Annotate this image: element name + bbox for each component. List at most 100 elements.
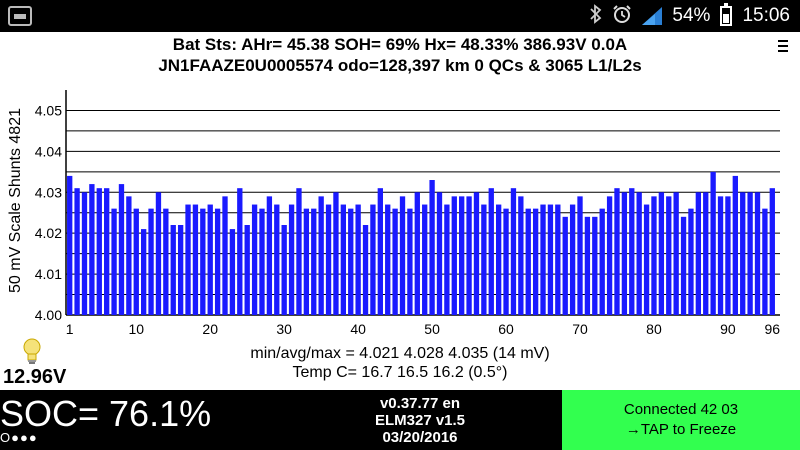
cell-bar xyxy=(325,204,332,315)
cell-bar xyxy=(555,204,561,315)
battery-percent: 54% xyxy=(672,5,711,26)
bottom-bar: SOC= 76.1% O●●● v0.37.77 en ELM327 v1.5 … xyxy=(0,390,800,450)
cell-bar xyxy=(688,208,694,315)
cell-bar xyxy=(333,192,339,315)
cell-bar xyxy=(222,196,228,315)
cell-bar xyxy=(717,196,724,315)
cell-bar xyxy=(370,204,376,315)
cell-bar xyxy=(451,196,457,315)
cell-bar xyxy=(89,184,95,315)
cell-bar xyxy=(436,192,443,315)
cell-bar xyxy=(740,192,746,315)
page-indicator[interactable]: O●●● xyxy=(0,430,38,445)
cell-bar xyxy=(510,188,517,315)
x-tick-label: 60 xyxy=(498,321,514,337)
version-info: v0.37.77 en ELM327 v1.5 03/20/2016 xyxy=(350,395,490,446)
cell-bar xyxy=(155,192,162,315)
cell-bar xyxy=(762,208,768,315)
app-version: v0.37.77 en xyxy=(379,395,461,412)
cell-bar xyxy=(592,216,598,315)
cell-bar xyxy=(200,208,206,315)
cell-bar xyxy=(133,208,139,315)
chart-y-ticks: 4.00 4.01 4.02 4.03 4.04 4.05 xyxy=(35,102,62,323)
cell-bar xyxy=(67,175,73,315)
y-tick-label: 4.05 xyxy=(35,102,62,118)
cell-bar xyxy=(695,192,702,315)
cell-bar xyxy=(725,196,731,315)
overflow-menu-icon[interactable] xyxy=(778,40,788,52)
cell-bar xyxy=(104,188,110,315)
cell-bar xyxy=(673,192,679,315)
chart-x-ticks: 1 10 20 30 40 50 60 70 80 90 96 xyxy=(66,321,780,337)
cell-bar xyxy=(74,188,80,315)
y-tick-label: 4.00 xyxy=(35,307,62,323)
cell-bar xyxy=(577,196,583,315)
chart-svg: 4.00 4.01 4.02 4.03 4.04 4.05 1 10 20 30 40 50 60 70… xyxy=(7,90,780,337)
cell-bar xyxy=(244,225,250,315)
y-tick-label: 4.04 xyxy=(35,143,62,159)
cell-voltage-chart[interactable]: 4.00 4.01 4.02 4.03 4.04 4.05 1 10 20 30 40 50 60 70… xyxy=(0,80,800,350)
cell-bar xyxy=(444,204,450,315)
cell-bar xyxy=(769,188,775,315)
cell-bar xyxy=(747,192,753,315)
battery-icon xyxy=(720,3,733,26)
cell-bar xyxy=(503,208,509,315)
cell-bar xyxy=(385,204,391,315)
cell-bar xyxy=(288,204,295,315)
x-tick-label: 40 xyxy=(350,321,366,337)
connection-status: Connected 42 03 xyxy=(623,401,739,418)
cell-bar xyxy=(547,204,554,315)
cell-bar xyxy=(599,208,605,315)
alarm-icon xyxy=(612,4,632,29)
cell-bar xyxy=(340,204,347,315)
cell-bar xyxy=(532,208,539,315)
cell-bar xyxy=(163,208,169,315)
chart-bars xyxy=(67,171,775,315)
signal-icon xyxy=(642,7,663,25)
cell-bar xyxy=(96,188,102,315)
cell-bar xyxy=(214,208,221,315)
cell-bar xyxy=(643,204,650,315)
cell-bar xyxy=(185,204,191,315)
lightbulb-icon[interactable] xyxy=(22,338,42,366)
cell-bar xyxy=(311,208,317,315)
cell-bar xyxy=(111,208,117,315)
cell-bar xyxy=(318,196,324,315)
cell-bar xyxy=(148,208,154,315)
cell-bar xyxy=(259,208,265,315)
aux-battery-voltage: 12.96V xyxy=(3,366,67,388)
cell-bar xyxy=(680,216,687,315)
cell-bar xyxy=(525,208,531,315)
cell-bar xyxy=(362,225,369,315)
cell-bar xyxy=(377,188,383,315)
y-tick-label: 4.03 xyxy=(35,184,62,200)
cell-bar xyxy=(251,204,258,315)
x-tick-label: 10 xyxy=(128,321,144,337)
cell-bar xyxy=(732,175,738,315)
min-avg-max-line: min/avg/max = 4.021 4.028 4.035 (14 mV) xyxy=(250,345,550,362)
cell-bar xyxy=(170,225,176,315)
cell-bar xyxy=(303,208,310,315)
cell-bar xyxy=(614,188,620,315)
battery-status-header: Bat Sts: AHr= 45.38 SOH= 69% Hx= 48.33% … xyxy=(0,34,800,76)
cell-bar xyxy=(81,192,88,315)
y-tick-label: 4.02 xyxy=(35,225,62,241)
y-tick-label: 4.01 xyxy=(35,266,62,282)
x-tick-label: 50 xyxy=(424,321,440,337)
x-tick-label: 1 xyxy=(66,321,74,337)
cell-bar xyxy=(281,225,287,315)
x-tick-label: 70 xyxy=(572,321,588,337)
x-tick-label: 80 xyxy=(646,321,662,337)
cell-bar xyxy=(481,204,487,315)
cell-bar xyxy=(606,196,613,315)
cell-bar xyxy=(407,208,413,315)
cell-bar xyxy=(207,204,213,315)
temperature-line: Temp C= 16.7 16.5 16.2 (0.5°) xyxy=(292,364,508,381)
cell-bar xyxy=(540,204,546,315)
cell-bar xyxy=(274,204,280,315)
cell-bar xyxy=(192,204,199,315)
connection-freeze-button[interactable]: Connected 42 03 →TAP to Freeze xyxy=(560,390,800,450)
version-date: 03/20/2016 xyxy=(382,429,458,446)
y-axis-label: 50 mV Scale Shunts 4821 xyxy=(7,108,24,293)
bluetooth-icon xyxy=(590,3,602,29)
